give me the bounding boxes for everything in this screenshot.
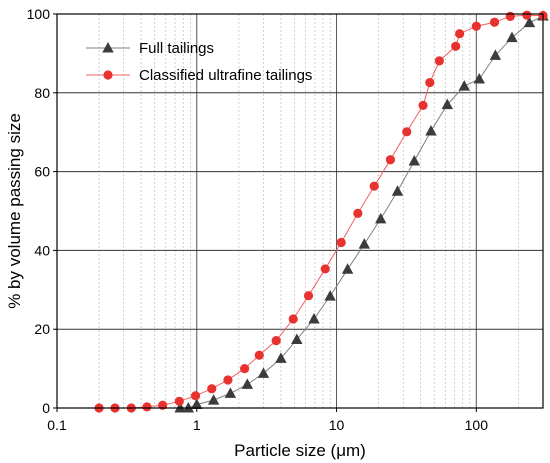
data-point-full-tailings: [258, 367, 269, 378]
data-point-classified-ultrafine-tailings: [255, 351, 264, 360]
legend: Full tailings Classified ultrafine tailin…: [86, 40, 312, 84]
data-point-classified-ultrafine-tailings: [370, 182, 379, 191]
legend-marker: [103, 70, 112, 79]
x-axis-title: Particle size (μm): [234, 441, 366, 460]
data-point-classified-ultrafine-tailings: [207, 384, 216, 393]
x-tick-label: 100: [465, 417, 489, 433]
data-point-full-tailings: [474, 73, 485, 84]
data-point-classified-ultrafine-tailings: [455, 29, 464, 38]
legend-marker: [102, 42, 113, 53]
y-tick-label: 100: [27, 6, 51, 22]
legend-item-full-tailings: Full tailings: [86, 40, 214, 57]
data-point-classified-ultrafine-tailings: [321, 264, 330, 273]
data-point-classified-ultrafine-tailings: [353, 209, 362, 218]
y-tick-label: 60: [34, 164, 50, 180]
data-point-full-tailings: [425, 125, 436, 136]
data-point-full-tailings: [242, 378, 253, 389]
y-tick-label: 20: [34, 321, 50, 337]
data-point-classified-ultrafine-tailings: [272, 336, 281, 345]
data-point-full-tailings: [308, 313, 319, 324]
data-point-classified-ultrafine-tailings: [386, 155, 395, 164]
data-point-full-tailings: [359, 238, 370, 249]
y-tick-label: 40: [34, 242, 50, 258]
data-point-classified-ultrafine-tailings: [337, 238, 346, 247]
data-point-classified-ultrafine-tailings: [425, 78, 434, 87]
data-point-classified-ultrafine-tailings: [240, 364, 249, 373]
data-point-classified-ultrafine-tailings: [175, 397, 184, 406]
data-point-classified-ultrafine-tailings: [472, 22, 481, 31]
data-point-classified-ultrafine-tailings: [402, 127, 411, 136]
data-point-classified-ultrafine-tailings: [223, 375, 232, 384]
data-point-classified-ultrafine-tailings: [490, 18, 499, 27]
data-point-classified-ultrafine-tailings: [191, 391, 200, 400]
y-axis-title: % by volume passing size: [5, 113, 24, 309]
data-point-classified-ultrafine-tailings: [451, 42, 460, 51]
data-point-classified-ultrafine-tailings: [418, 101, 427, 110]
legend-label: Full tailings: [139, 40, 214, 57]
data-point-classified-ultrafine-tailings: [522, 11, 531, 20]
data-point-classified-ultrafine-tailings: [304, 291, 313, 300]
x-tick-label: 1: [193, 417, 201, 433]
data-point-full-tailings: [324, 290, 335, 301]
data-point-full-tailings: [409, 155, 420, 166]
x-tick-label: 0.1: [47, 417, 67, 433]
data-point-full-tailings: [225, 387, 236, 398]
data-point-classified-ultrafine-tailings: [289, 314, 298, 323]
data-point-full-tailings: [375, 213, 386, 224]
y-tick-label: 80: [34, 85, 50, 101]
data-point-full-tailings: [208, 394, 219, 405]
y-tick-label: 0: [42, 400, 50, 416]
legend-item-classified-ultrafine-tailings: Classified ultrafine tailings: [86, 67, 312, 84]
data-point-classified-ultrafine-tailings: [142, 402, 151, 411]
data-point-full-tailings: [506, 32, 517, 43]
data-point-full-tailings: [459, 80, 470, 91]
data-point-full-tailings: [342, 263, 353, 274]
data-point-classified-ultrafine-tailings: [506, 12, 515, 21]
data-point-full-tailings: [392, 185, 403, 196]
legend-label: Classified ultrafine tailings: [139, 67, 312, 84]
x-tick-label: 10: [329, 417, 345, 433]
data-point-classified-ultrafine-tailings: [435, 56, 444, 65]
